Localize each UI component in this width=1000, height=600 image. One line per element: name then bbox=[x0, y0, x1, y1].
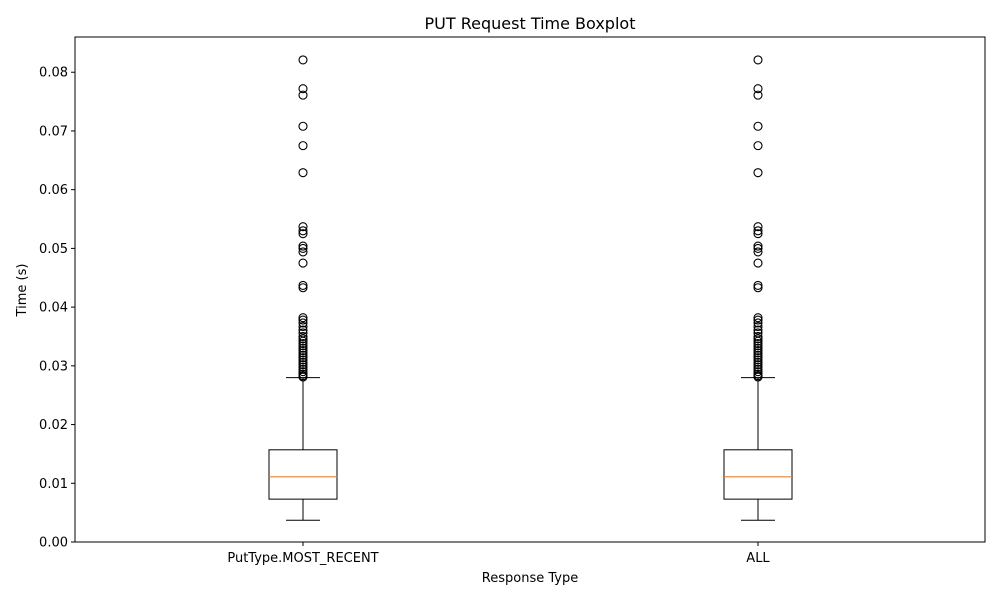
outlier-point bbox=[298, 367, 308, 377]
outlier-point bbox=[753, 283, 763, 293]
outlier-point bbox=[298, 338, 308, 349]
outlier-point bbox=[298, 90, 308, 100]
outlier-point bbox=[298, 247, 308, 257]
outlier-point bbox=[753, 353, 763, 363]
outlier-point bbox=[753, 55, 763, 65]
outlier-point bbox=[298, 226, 308, 236]
y-tick-label: 0.00 bbox=[39, 536, 68, 551]
outlier-point bbox=[298, 229, 308, 239]
outlier-point bbox=[753, 247, 763, 257]
outlier-point bbox=[298, 141, 308, 151]
outlier-point bbox=[298, 357, 308, 367]
outlier-point bbox=[753, 226, 763, 236]
outlier-point bbox=[753, 355, 763, 365]
outlier-point bbox=[298, 346, 308, 356]
outlier-point bbox=[753, 331, 763, 342]
outlier-point bbox=[298, 280, 308, 290]
outlier-point bbox=[753, 346, 763, 356]
y-tick-label: 0.07 bbox=[39, 124, 68, 139]
outlier-point bbox=[753, 336, 763, 346]
outlier-point bbox=[298, 258, 308, 268]
outlier-point bbox=[753, 360, 763, 370]
y-tick-label: 0.03 bbox=[39, 359, 68, 374]
outlier-point bbox=[298, 55, 308, 65]
outlier-point bbox=[753, 318, 763, 328]
outlier-point bbox=[298, 315, 308, 325]
outlier-point bbox=[298, 336, 308, 346]
y-tick-label: 0.05 bbox=[39, 242, 68, 257]
outlier-point bbox=[753, 338, 763, 349]
outlier-point bbox=[298, 372, 308, 382]
outlier-point bbox=[753, 243, 763, 253]
outlier-point bbox=[753, 362, 763, 372]
plot-frame bbox=[74, 36, 986, 543]
outlier-point bbox=[753, 348, 763, 358]
y-tick-label: 0.08 bbox=[39, 66, 68, 81]
outlier-point bbox=[753, 168, 763, 178]
outlier-point bbox=[298, 350, 308, 360]
outlier-point bbox=[298, 283, 308, 293]
iqr-box bbox=[723, 449, 793, 500]
x-axis: PutType.MOST_RECENT ALL bbox=[227, 542, 770, 566]
outlier-point bbox=[298, 334, 308, 344]
iqr-box bbox=[268, 449, 338, 500]
outlier-point bbox=[298, 331, 308, 342]
outlier-point bbox=[298, 121, 308, 131]
outlier-point bbox=[298, 168, 308, 178]
outlier-point bbox=[753, 372, 763, 382]
outlier-point bbox=[298, 318, 308, 328]
outlier-point bbox=[753, 229, 763, 239]
outlier-point bbox=[753, 341, 763, 351]
x-tick-label: PutType.MOST_RECENT bbox=[227, 551, 378, 566]
outlier-point bbox=[753, 350, 763, 360]
plot-area bbox=[268, 55, 793, 521]
outlier-point bbox=[298, 321, 308, 332]
outlier-point bbox=[753, 241, 763, 251]
box-2 bbox=[723, 55, 793, 521]
outlier-point bbox=[753, 258, 763, 268]
box-1 bbox=[268, 55, 338, 521]
outlier-point bbox=[753, 321, 763, 332]
outlier-point bbox=[753, 141, 763, 151]
outlier-point bbox=[753, 280, 763, 290]
outlier-point bbox=[298, 360, 308, 370]
y-axis-label: Time (s) bbox=[15, 264, 30, 318]
outlier-point bbox=[298, 243, 308, 253]
outlier-point bbox=[753, 343, 763, 353]
outlier-point bbox=[298, 325, 308, 335]
outlier-point bbox=[298, 355, 308, 365]
y-tick-label: 0.06 bbox=[39, 183, 68, 198]
y-tick-label: 0.01 bbox=[39, 477, 68, 492]
outlier-point bbox=[753, 222, 763, 232]
outlier-point bbox=[298, 241, 308, 251]
outlier-point bbox=[298, 362, 308, 372]
x-axis-label: Response Type bbox=[482, 571, 578, 586]
outlier-point bbox=[753, 121, 763, 131]
outlier-point bbox=[753, 90, 763, 100]
outlier-point bbox=[753, 84, 763, 94]
outlier-point bbox=[753, 325, 763, 335]
outlier-point bbox=[753, 313, 763, 323]
outlier-point bbox=[753, 334, 763, 344]
outlier-point bbox=[298, 341, 308, 351]
x-tick-label: ALL bbox=[746, 551, 770, 566]
outlier-point bbox=[298, 313, 308, 323]
y-tick-label: 0.02 bbox=[39, 418, 68, 433]
outlier-point bbox=[298, 343, 308, 353]
outlier-point bbox=[298, 222, 308, 232]
outlier-point bbox=[753, 315, 763, 325]
outlier-point bbox=[298, 84, 308, 94]
chart-title: PUT Request Time Boxplot bbox=[425, 14, 636, 33]
outlier-point bbox=[753, 367, 763, 377]
outlier-point bbox=[298, 348, 308, 358]
y-tick-label: 0.04 bbox=[39, 301, 68, 316]
outlier-point bbox=[753, 357, 763, 367]
outlier-point bbox=[298, 353, 308, 363]
y-axis: 0.00 0.01 0.02 0.03 0.04 0.05 0.06 0.07 0.08 bbox=[39, 66, 75, 551]
